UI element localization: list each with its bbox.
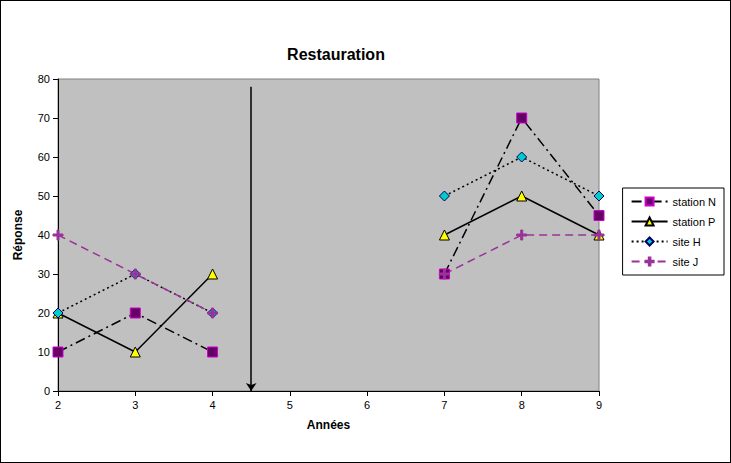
svg-text:8: 8: [519, 399, 525, 411]
svg-text:Réponse: Réponse: [11, 209, 25, 260]
svg-text:5: 5: [287, 399, 293, 411]
svg-text:Restauration: Restauration: [287, 46, 385, 63]
svg-text:80: 80: [38, 73, 50, 85]
svg-text:station N: station N: [673, 196, 716, 208]
svg-text:30: 30: [38, 268, 50, 280]
svg-text:site H: site H: [673, 236, 701, 248]
svg-text:station P: station P: [673, 216, 716, 228]
svg-text:10: 10: [38, 346, 50, 358]
svg-text:4: 4: [210, 399, 216, 411]
svg-text:0: 0: [44, 385, 50, 397]
svg-text:7: 7: [441, 399, 447, 411]
svg-text:Années: Années: [307, 418, 351, 432]
svg-text:6: 6: [364, 399, 370, 411]
svg-text:60: 60: [38, 151, 50, 163]
svg-text:70: 70: [38, 112, 50, 124]
svg-text:20: 20: [38, 307, 50, 319]
svg-text:9: 9: [596, 399, 602, 411]
svg-text:site J: site J: [673, 256, 699, 268]
svg-text:40: 40: [38, 229, 50, 241]
svg-text:50: 50: [38, 190, 50, 202]
svg-text:3: 3: [132, 399, 138, 411]
svg-text:2: 2: [55, 399, 61, 411]
